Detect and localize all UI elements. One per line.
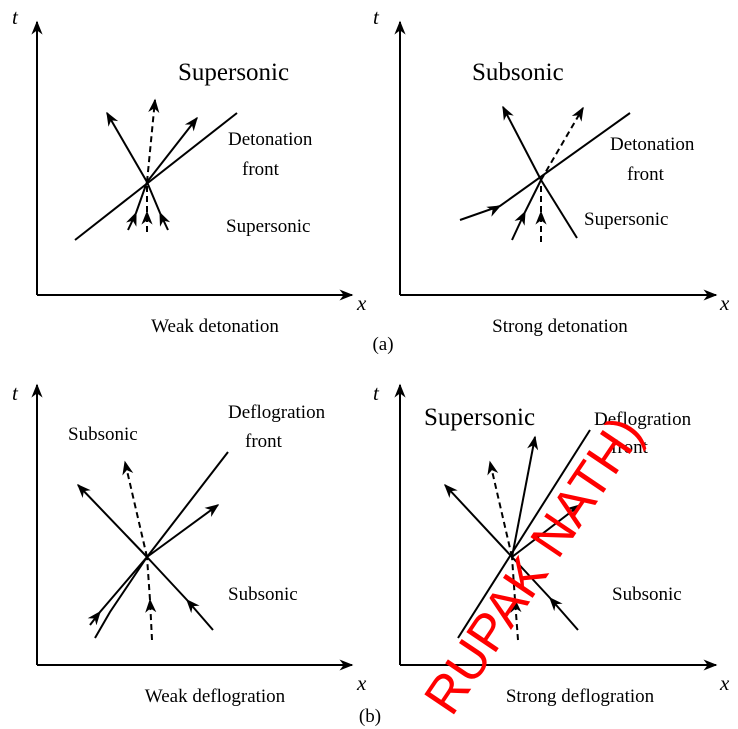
front-label: Deflogration xyxy=(228,402,326,423)
t-label: t xyxy=(373,381,380,405)
incoming-particle-path xyxy=(145,556,157,641)
group-label: (a) xyxy=(372,334,393,355)
region-label: Supersonic xyxy=(226,216,310,237)
panel-weak-detonation: t x Supersonic Detonation front Superson… xyxy=(12,5,367,337)
front-line xyxy=(459,112,631,221)
incoming-wave xyxy=(511,556,579,631)
region-label: Subsonic xyxy=(612,584,682,605)
x-label: x xyxy=(356,291,367,315)
outgoing-particle-path xyxy=(122,460,148,558)
outgoing-wave xyxy=(502,105,542,181)
incoming-wave xyxy=(146,556,214,631)
front-label: front xyxy=(627,164,665,185)
front-line xyxy=(146,451,229,558)
incoming-wave xyxy=(511,179,542,241)
outgoing-wave xyxy=(106,111,148,183)
x-label: x xyxy=(356,671,367,695)
group-label: (b) xyxy=(359,706,381,727)
region-label: Subsonic xyxy=(228,584,298,605)
outgoing-particle-path xyxy=(487,460,513,558)
caption: Strong deflogration xyxy=(506,686,655,707)
front-label: front xyxy=(611,437,649,458)
outgoing-wave xyxy=(146,504,220,558)
outgoing-wave xyxy=(77,483,148,558)
watermark: RUPAK NATH) xyxy=(413,406,654,724)
caption: Weak detonation xyxy=(151,316,279,337)
wave-line xyxy=(540,179,578,239)
panel-weak-deflagration: t x Subsonic Deflogration front Subsonic… xyxy=(12,381,367,707)
region-label: Subsonic xyxy=(68,424,138,445)
region-label: Supersonic xyxy=(178,59,289,86)
caption: Strong detonation xyxy=(492,316,628,337)
region-label: Supersonic xyxy=(424,404,535,431)
outgoing-wave xyxy=(444,483,513,558)
front-label: front xyxy=(245,431,283,452)
incoming-wave xyxy=(146,181,171,231)
region-label: Subsonic xyxy=(472,59,564,86)
panel-strong-deflagration: t x Supersonic Deflogration front Subson… xyxy=(373,381,730,707)
front-label: Deflogration xyxy=(594,409,692,430)
panel-strong-detonation: t x Subsonic Detonation front Supersonic… xyxy=(373,5,730,337)
caption: Weak deflogration xyxy=(145,686,286,707)
outgoing-wave xyxy=(511,504,582,558)
front-label: front xyxy=(242,159,280,180)
front-line xyxy=(74,112,238,241)
t-label: t xyxy=(12,5,19,29)
front-label: Detonation xyxy=(228,129,313,150)
region-label: Supersonic xyxy=(584,209,668,230)
front-label: Detonation xyxy=(610,134,695,155)
front-line xyxy=(94,556,148,639)
x-label: x xyxy=(719,291,730,315)
outgoing-wave xyxy=(146,116,198,183)
incoming-particle-path xyxy=(510,556,522,641)
outgoing-particle-path xyxy=(540,106,584,181)
incoming-wave xyxy=(87,556,148,626)
t-label: t xyxy=(12,381,19,405)
incoming-wave xyxy=(126,181,148,231)
t-label: t xyxy=(373,5,380,29)
outgoing-wave xyxy=(511,435,539,558)
x-label: x xyxy=(719,671,730,695)
outgoing-particle-path xyxy=(146,98,160,183)
front-line xyxy=(457,429,591,639)
